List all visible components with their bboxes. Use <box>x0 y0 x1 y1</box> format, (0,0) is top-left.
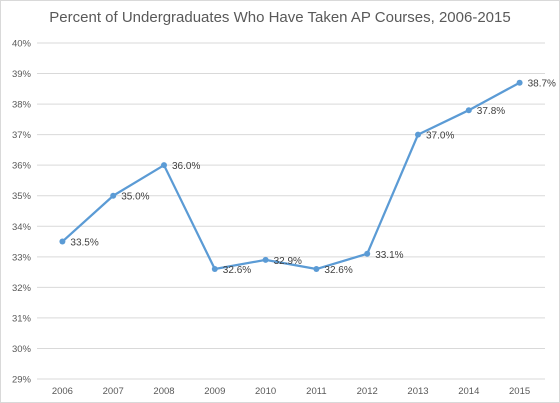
y-tick-label: 31% <box>12 313 32 324</box>
chart-title: Percent of Undergraduates Who Have Taken… <box>49 9 511 26</box>
y-tick-label: 40% <box>12 39 32 50</box>
x-tick-label: 2006 <box>52 386 73 397</box>
data-label: 38.7% <box>528 79 556 90</box>
data-point <box>465 107 472 114</box>
y-tick-label: 30% <box>12 344 32 355</box>
x-tick-label: 2014 <box>458 386 479 397</box>
data-label: 32.6% <box>223 265 251 276</box>
data-point <box>110 192 117 199</box>
x-tick-label: 2009 <box>204 386 225 397</box>
y-tick-label: 33% <box>12 252 32 263</box>
x-tick-label: 2015 <box>509 386 530 397</box>
series-line <box>61 81 521 271</box>
data-point <box>59 238 66 245</box>
data-point <box>364 250 371 257</box>
data-point <box>516 79 523 86</box>
data-label: 33.1% <box>375 250 403 261</box>
x-tick-label: 2010 <box>255 386 276 397</box>
data-point <box>415 131 421 138</box>
y-tick-label: 36% <box>12 161 32 172</box>
y-tick-label: 39% <box>12 69 32 80</box>
data-point <box>161 162 167 169</box>
x-tick-label: 2013 <box>407 386 428 397</box>
y-tick-label: 32% <box>12 283 32 294</box>
x-tick-label: 2012 <box>357 386 378 397</box>
x-tick-label: 2007 <box>103 386 124 397</box>
data-label: 36.0% <box>172 161 200 172</box>
data-label: 33.5% <box>70 238 98 249</box>
y-tick-label: 38% <box>12 100 32 111</box>
y-tick-label: 35% <box>12 191 32 202</box>
data-label: 37.8% <box>477 106 505 117</box>
data-point <box>313 266 320 273</box>
data-label: 37.0% <box>426 131 454 142</box>
data-label: 32.9% <box>274 256 302 267</box>
data-label: 35.0% <box>121 192 149 203</box>
y-tick-label: 34% <box>12 222 32 233</box>
y-tick-label: 29% <box>12 375 32 386</box>
x-tick-label: 2011 <box>306 386 326 397</box>
y-tick-label: 37% <box>12 130 32 141</box>
data-label: 32.6% <box>324 265 352 276</box>
data-point <box>211 266 218 273</box>
data-point <box>262 256 269 263</box>
x-tick-label: 2008 <box>153 386 174 397</box>
